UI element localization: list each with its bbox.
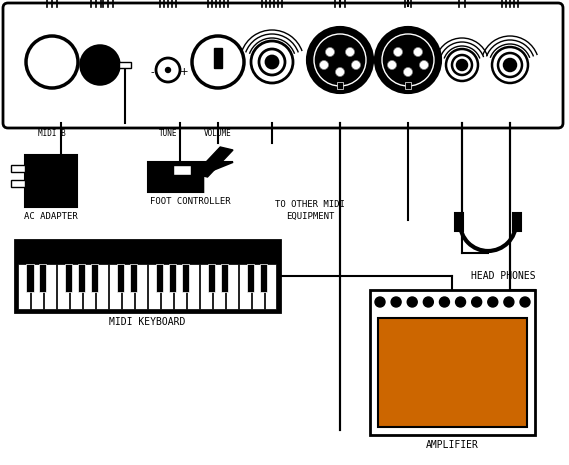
Circle shape [504,297,514,307]
Circle shape [520,297,530,307]
Circle shape [391,297,401,307]
Bar [174,265,186,309]
Bar [15,240,280,312]
Bar [238,265,250,309]
Bar [200,265,212,309]
Bar [119,62,131,68]
Bar [214,48,222,68]
Bar [117,265,124,292]
Bar [25,155,77,207]
Circle shape [352,60,361,69]
Circle shape [446,49,478,81]
Bar [259,265,267,292]
Bar [135,265,147,309]
Circle shape [472,297,482,307]
Bar [78,265,85,292]
Bar [161,265,173,309]
Text: MIDI B: MIDI B [38,129,66,138]
Circle shape [156,58,180,82]
Circle shape [407,297,417,307]
Bar [337,82,343,89]
Bar [130,265,137,292]
Text: AC ADAPTER: AC ADAPTER [24,212,78,221]
Bar [96,265,108,309]
Circle shape [488,297,498,307]
Text: HEAD PHONES: HEAD PHONES [471,271,535,281]
Circle shape [492,47,528,83]
Circle shape [439,297,450,307]
Circle shape [387,60,397,69]
Circle shape [336,67,344,77]
Circle shape [456,297,465,307]
Bar [156,265,163,292]
FancyBboxPatch shape [3,3,563,128]
Text: +: + [180,67,188,77]
Bar [148,265,160,309]
Bar [109,265,121,309]
Polygon shape [148,162,233,192]
Bar [187,265,199,309]
Circle shape [423,297,434,307]
Bar [174,165,192,175]
Bar [57,265,69,309]
Circle shape [375,297,385,307]
Bar [91,265,98,292]
Circle shape [452,55,472,75]
Polygon shape [195,147,233,177]
Bar [83,265,95,309]
Circle shape [504,59,516,71]
Bar [39,265,47,292]
Bar [11,180,25,187]
Circle shape [259,49,285,75]
Bar [455,213,463,231]
Bar [221,265,228,292]
Bar [71,265,83,309]
Text: VOLUME: VOLUME [204,129,232,138]
Circle shape [376,28,440,92]
Text: AMPLIFIER: AMPLIFIER [426,440,479,450]
Bar [213,265,225,309]
Circle shape [320,60,328,69]
Circle shape [457,60,467,70]
Bar [122,265,134,309]
Bar [26,265,34,292]
Text: MIDI KEYBOARD: MIDI KEYBOARD [109,317,185,327]
Circle shape [498,53,522,77]
Bar [513,213,521,231]
Circle shape [26,36,78,88]
Bar [44,265,56,309]
Bar [370,290,535,435]
Bar [251,265,263,309]
Bar [11,165,25,172]
Bar [265,265,277,309]
Bar [378,318,527,427]
Text: TUNE: TUNE [159,129,178,138]
Bar [19,265,31,309]
Bar [226,265,238,309]
Bar [405,82,411,89]
Text: FOOT CONTROLLER: FOOT CONTROLLER [150,197,230,206]
Bar [31,265,43,309]
Circle shape [314,34,366,86]
Text: -: - [150,67,154,77]
Circle shape [325,47,335,57]
Circle shape [403,67,413,77]
Bar [169,265,176,292]
Circle shape [345,47,354,57]
Circle shape [419,60,428,69]
Circle shape [192,36,244,88]
Bar [246,265,254,292]
Circle shape [308,28,372,92]
Bar [65,265,72,292]
Circle shape [166,67,171,73]
Circle shape [414,47,423,57]
Bar [208,265,215,292]
Circle shape [382,34,434,86]
Circle shape [81,46,119,84]
Circle shape [251,41,293,83]
Bar [182,265,189,292]
Circle shape [266,56,278,68]
Text: TO OTHER MIDI
EQUIPMENT: TO OTHER MIDI EQUIPMENT [275,200,345,221]
Circle shape [394,47,402,57]
